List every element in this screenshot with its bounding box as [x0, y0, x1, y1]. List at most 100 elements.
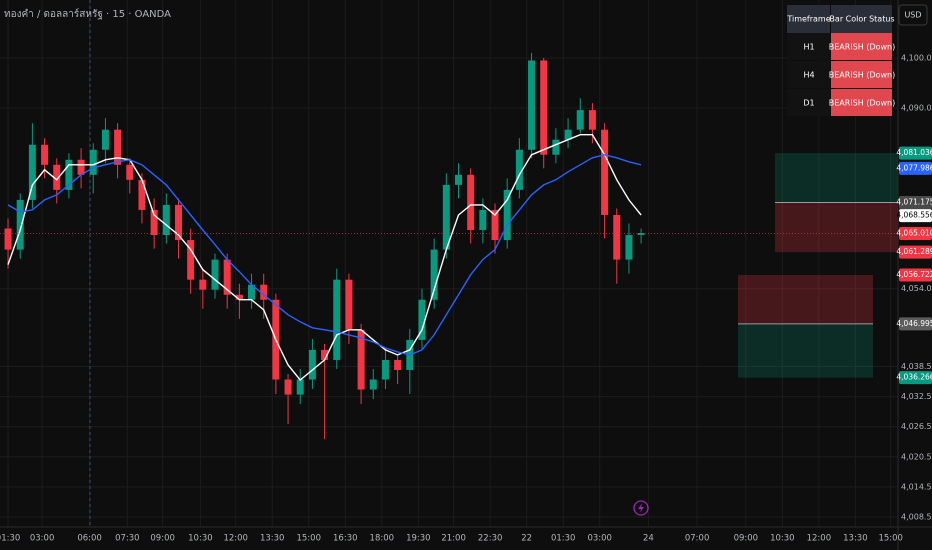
table-cell [831, 33, 892, 60]
x-tick-label: 10:30 [770, 534, 795, 544]
x-tick-label: 13:30 [843, 534, 868, 544]
candle-body [613, 214, 621, 260]
price-tag [899, 196, 932, 210]
candle-body [515, 149, 523, 190]
price-tag-label: 4,036.266 [896, 373, 932, 382]
candle-body [248, 284, 256, 300]
x-tick-label: 15:00 [296, 534, 321, 544]
x-tick-label: 10:30 [188, 534, 213, 544]
price-tag [899, 371, 932, 385]
event-bolt [638, 503, 644, 513]
position-boxes [738, 153, 898, 378]
x-tick-label: 07:30 [115, 534, 140, 544]
price-tag [899, 161, 932, 175]
price-tag [899, 209, 932, 223]
y-tick-label: 4,038.500 [901, 362, 932, 371]
candle-body [345, 279, 353, 330]
y-tick-label: 4,054.000 [901, 284, 932, 293]
x-tick-label: 24 [643, 534, 654, 544]
candle-body [576, 110, 584, 130]
x-tick-label: 01:30 [0, 534, 20, 544]
currency-label: USD [904, 11, 921, 20]
candle-body [625, 235, 633, 260]
candle-body [162, 204, 170, 236]
y-tick-label: 4,026.500 [901, 422, 932, 431]
chart-title: ทองคำ / ดอลลาร์สหรัฐ · 15 · OANDA [4, 8, 171, 20]
price-tag [899, 317, 932, 331]
candle-body [199, 279, 207, 290]
candle-body [89, 149, 97, 175]
x-tick-label: 13:30 [260, 534, 285, 544]
candle-body [284, 379, 292, 395]
moving-average [7, 134, 642, 381]
x-tick-label: 01:30 [551, 534, 576, 544]
table-cell-text: H4 [803, 71, 814, 80]
y-tick-label: 4,020.500 [901, 452, 932, 461]
x-tick-label: 09:00 [734, 534, 759, 544]
table-header: Timeframe [786, 15, 830, 24]
x-tick-label: 06:00 [77, 534, 102, 544]
candle-body [528, 60, 536, 150]
plot [0, 52, 898, 440]
table-header-cell [831, 5, 892, 33]
candle-body [430, 249, 438, 300]
candle-body [588, 110, 596, 130]
candle-body [491, 209, 499, 241]
axes: 4,100.000 4,090.000 4,054.000 4,038.500 4,03… [0, 53, 932, 544]
x-tick-label: 12:00 [807, 534, 832, 544]
table-cell [787, 33, 830, 60]
price-tag-label: 4,077.986 [896, 163, 932, 172]
candle-body [41, 144, 49, 165]
x-tick-label: 18:00 [370, 534, 395, 544]
price-tag [899, 268, 932, 282]
moving-average [7, 154, 642, 356]
candle-body [296, 379, 304, 395]
table-cell [831, 61, 892, 88]
price-tag-label: 4,068.556 [896, 211, 932, 220]
event-icon[interactable] [633, 500, 649, 516]
candle-body [637, 233, 645, 236]
table-cell-text: BEARISH (Down) [829, 99, 895, 108]
table-cell [787, 61, 830, 88]
table-header: Bar Color Status [829, 15, 894, 24]
candle-body [369, 379, 377, 390]
x-tick-label: 22 [521, 534, 532, 544]
price-tag [899, 245, 932, 259]
candle-body [187, 240, 195, 280]
candle-body [308, 349, 316, 380]
price-tag-label: 4,061.289 [896, 247, 932, 256]
price-tag [899, 146, 932, 160]
table-cell-text: BEARISH (Down) [829, 43, 895, 52]
table-cell [831, 89, 892, 116]
price-tag-label: 4,046.995 [896, 319, 932, 328]
candle-body [552, 139, 560, 155]
candle-body [260, 284, 268, 300]
candle-body [126, 164, 134, 180]
price-tag-label: 4,081.036 [896, 148, 932, 157]
price-tag-label: 4,071.175 [896, 198, 932, 207]
position-zone [738, 323, 873, 378]
candle-body [321, 349, 329, 360]
candle-body [114, 129, 122, 165]
x-tick-label: 22:30 [478, 534, 503, 544]
position-zone [775, 153, 898, 203]
candle-body [381, 359, 389, 380]
candle-body [211, 259, 219, 290]
candle-body [28, 144, 36, 200]
candle-body [333, 279, 341, 360]
candle-body [101, 129, 109, 150]
x-tick-label: 03:00 [587, 534, 612, 544]
candle-body [357, 329, 365, 390]
candle-body [564, 129, 572, 140]
x-tick-label: 21:00 [441, 534, 466, 544]
price-tag-label: 4,065.010 [896, 228, 932, 237]
currency-button[interactable] [898, 4, 928, 26]
x-tick-label: 03:00 [30, 534, 55, 544]
table-cell-text: D1 [803, 99, 814, 108]
y-tick-label: 4,032.500 [901, 392, 932, 401]
candle-body [418, 299, 426, 340]
candle-body [454, 174, 462, 185]
